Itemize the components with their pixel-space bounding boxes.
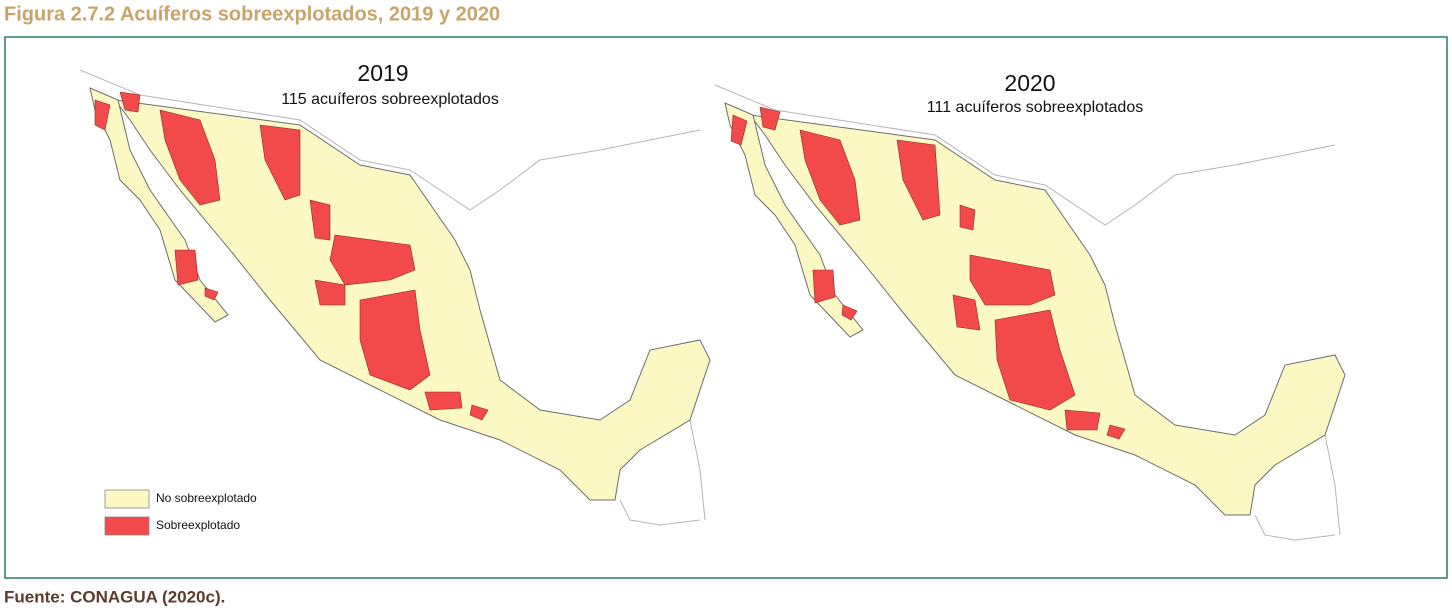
legend-swatch (104, 489, 150, 509)
overexploited-aquifer (174, 249, 199, 286)
overexploited-areas (730, 106, 1126, 440)
overexploited-aquifer (896, 139, 941, 221)
overexploited-aquifer (759, 106, 781, 131)
overexploited-aquifer (799, 129, 861, 226)
overexploited-aquifer (469, 404, 489, 421)
overexploited-aquifer (1106, 424, 1126, 440)
overexploited-aquifer (329, 234, 416, 286)
overexploited-aquifer (1064, 409, 1101, 431)
legend-label: Sobreexplotado (156, 518, 240, 532)
overexploited-aquifer (969, 254, 1056, 306)
overexploited-aquifer (314, 279, 346, 306)
overexploited-aquifer (959, 204, 976, 231)
overexploited-aquifer (359, 289, 431, 391)
map-2020: 2020 111 acuíferos sobreexplotados (714, 70, 1346, 541)
overexploited-aquifer (424, 391, 463, 411)
source-note: Fuente: CONAGUA (2020c). (4, 587, 225, 606)
map-title: 2019 (357, 60, 408, 86)
overexploited-aquifer (259, 124, 301, 201)
map-title: 2020 (1004, 70, 1055, 96)
overexploited-aquifer (994, 309, 1076, 411)
overexploited-aquifer (119, 91, 141, 113)
overexploited-areas (94, 91, 489, 421)
overexploited-aquifer (812, 269, 836, 304)
map-subtitle: 115 acuíferos sobreexplotados (281, 91, 499, 108)
overexploited-aquifer (841, 304, 858, 321)
legend-swatch (104, 516, 150, 536)
overexploited-aquifer (204, 287, 219, 301)
legend-label: No sobreexplotado (156, 491, 257, 505)
overexploited-aquifer (94, 99, 111, 131)
overexploited-aquifer (952, 294, 981, 331)
legend: No sobreexplotado Sobreexplotado (104, 489, 257, 536)
overexploited-aquifer (159, 109, 221, 206)
map-subtitle: 111 acuíferos sobreexplotados (927, 99, 1143, 116)
overexploited-aquifer (309, 199, 331, 241)
map-2019: 2019 115 acuíferos sobreexplotados (79, 60, 711, 526)
figure-title: Figura 2.7.2 Acuíferos sobreexplotados, … (4, 3, 500, 25)
overexploited-aquifer (730, 114, 748, 146)
